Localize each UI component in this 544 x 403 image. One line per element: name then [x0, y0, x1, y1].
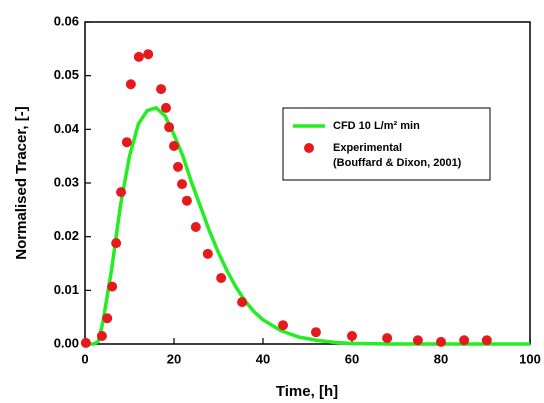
data-point — [121, 137, 132, 148]
data-point — [202, 248, 213, 259]
cfd-line — [85, 105, 530, 346]
y-tick-label: 0.04 — [54, 121, 80, 136]
data-point — [278, 320, 289, 331]
data-point — [181, 195, 192, 206]
data-point — [459, 335, 470, 346]
data-point — [169, 140, 179, 151]
x-tick-label: 100 — [519, 351, 541, 366]
legend-box — [282, 107, 491, 181]
legend-swatch — [304, 143, 314, 153]
x-axis-title: Time, [h] — [276, 383, 338, 400]
data-point — [173, 161, 184, 172]
data-point — [143, 49, 154, 60]
data-point — [111, 238, 122, 249]
y-tick-label: 0.01 — [54, 282, 79, 297]
x-tick-label: 80 — [434, 351, 448, 366]
y-axis-title: Normalised Tracer, [-] — [13, 106, 30, 259]
data-point — [80, 337, 91, 348]
legend-label: Experimental — [333, 142, 402, 154]
y-tick-label: 0.03 — [54, 174, 79, 189]
y-tick-label: 0.05 — [54, 67, 79, 82]
data-point — [116, 187, 127, 198]
data-point — [310, 327, 321, 338]
data-point — [237, 297, 248, 308]
data-point — [164, 122, 175, 133]
data-point — [107, 281, 118, 292]
legend-note: (Bouffard & Dixon, 2001) — [333, 157, 462, 169]
x-tick-label: 0 — [81, 351, 88, 366]
data-point — [382, 333, 393, 344]
x-tick-label: 60 — [345, 351, 359, 366]
y-tick-label: 0.06 — [54, 13, 79, 28]
data-point — [160, 102, 171, 113]
y-tick-label: 0.00 — [54, 335, 79, 350]
x-tick-label: 40 — [256, 351, 270, 366]
data-point — [133, 51, 144, 62]
data-point — [436, 336, 446, 347]
plot-frame — [84, 21, 531, 345]
data-point — [190, 222, 201, 233]
data-point — [156, 84, 167, 95]
data-point — [96, 330, 107, 341]
data-point — [102, 313, 113, 324]
legend-label: CFD 10 L/m² min — [333, 120, 420, 132]
x-tick-label: 20 — [167, 351, 181, 366]
data-point — [481, 335, 492, 346]
data-point — [177, 179, 188, 190]
data-point — [412, 335, 423, 346]
data-point — [125, 79, 136, 90]
y-tick-label: 0.02 — [54, 228, 79, 243]
data-point — [347, 330, 357, 341]
data-point — [216, 272, 227, 283]
